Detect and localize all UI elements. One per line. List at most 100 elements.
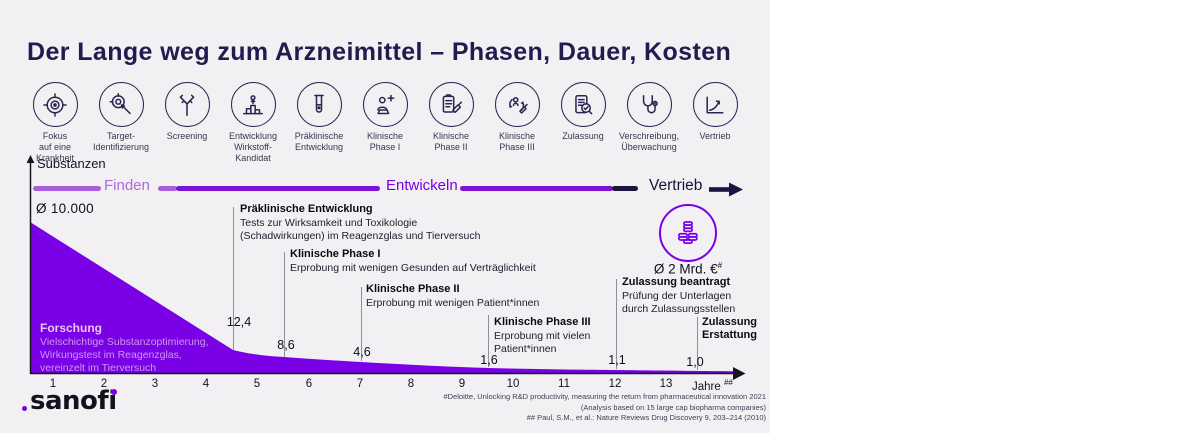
sanofi-logo: sanofi	[22, 386, 117, 416]
x-tick: 2	[100, 378, 108, 390]
annotation-praeklinische-entwicklung: Präklinische Entwicklung Tests zur Wirks…	[240, 203, 570, 243]
annotation-body: Erprobung mit wenigen Patient*innen	[366, 296, 540, 309]
x-axis-label-text: Jahre	[692, 380, 721, 393]
annotation-title: Präklinische Entwicklung	[240, 203, 373, 215]
podium-icon	[230, 82, 276, 127]
x-tick: 4	[202, 378, 210, 390]
step-label: Klinische Phase II	[432, 131, 470, 152]
annotation-title: Forschung	[40, 321, 102, 335]
logo-dot-start	[22, 406, 27, 411]
x-axis-label: Jahre ##	[692, 378, 733, 393]
value-label: 4,6	[353, 345, 371, 359]
cost-footnote-marker: #	[717, 261, 723, 270]
clipboard-syringe-icon	[428, 82, 474, 127]
annotation-body: Tests zur Wirksamkeit und Toxikologie (S…	[240, 216, 481, 242]
x-tick: 1	[49, 378, 57, 390]
funnel-chart-canvas	[26, 155, 746, 380]
annotation-title: Zulassung beantragt	[622, 276, 731, 288]
start-value-label: Ø 10.000	[36, 201, 94, 216]
step-label: Entwicklung Wirkstoff- Kandidat	[228, 131, 278, 163]
footnote-line: (Analysis based on 15 large cap biopharm…	[580, 402, 766, 412]
footnote-line: ## Paul, S.M., et al.: Nature Reviews Dr…	[526, 413, 766, 422]
x-tick: 6	[305, 378, 313, 390]
annotation-klinische-phase-1: Klinische Phase I Erprobung mit wenigen …	[290, 248, 590, 275]
coins-icon	[659, 204, 717, 262]
value-label: 1,1	[608, 353, 626, 367]
x-tick: 3	[151, 378, 159, 390]
step-label: Verschreibung, Überwachung	[618, 131, 680, 152]
step-label: Klinische Phase I	[366, 131, 404, 152]
value-label: 1,0	[686, 355, 704, 369]
step-label: Zulassung	[562, 131, 604, 141]
x-axis-arrow	[733, 367, 746, 380]
step-label: Fokus auf eine Krankheit	[35, 131, 75, 163]
step-verschreibung-ueberwachung: Verschreibung, Überwachung	[616, 82, 682, 164]
annotation-body: Erprobung mit vielen Patient*innen	[494, 329, 591, 355]
step-klinische-phase-1: Klinische Phase I	[352, 82, 418, 164]
phase-label-finden: Finden	[104, 177, 150, 194]
annotation-title: Zulassung Erstattung	[702, 316, 758, 341]
x-tick: 13	[659, 378, 673, 390]
test-tube-icon	[296, 82, 342, 127]
annotation-body: Vielschichtige Substanzoptimierung, Wirk…	[40, 336, 209, 374]
step-target-identifizierung: Target- Identifizierung	[88, 82, 154, 164]
target-icon	[32, 82, 78, 127]
antibody-icon	[164, 82, 210, 127]
step-praeklinische-entwicklung: Präklinische Entwicklung	[286, 82, 352, 164]
process-steps-row: Fokus auf eine Krankheit Target- Identif…	[22, 82, 748, 164]
annotation-forschung: Forschung Vielschichtige Substanzoptimie…	[40, 321, 230, 375]
value-label: 1,6	[480, 353, 498, 367]
vertrieb-arrow-shaft	[709, 187, 730, 192]
cost-value: Ø 2 Mrd. €	[653, 261, 718, 277]
annotation-klinische-phase-2: Klinische Phase II Erprobung mit wenigen…	[366, 283, 586, 310]
document-check-icon	[560, 82, 606, 127]
stethoscope-icon	[626, 82, 672, 127]
cost-label: Ø 2 Mrd. €#	[654, 261, 722, 277]
x-tick: 11	[558, 378, 570, 390]
x-tick: 9	[458, 378, 466, 390]
logo-dot-i	[110, 389, 117, 395]
annotation-klinische-phase-3: Klinische Phase III Erprobung mit vielen…	[494, 316, 624, 356]
step-label: Präklinische Entwicklung	[294, 131, 344, 152]
funnel-area	[30, 222, 734, 374]
annotation-zulassung-erstattung: Zulassung Erstattung	[702, 316, 770, 342]
patient-plus-icon	[362, 82, 408, 127]
annotation-title: Klinische Phase II	[366, 283, 460, 295]
infographic-panel: Der Lange weg zum Arzneimittel – Phasen,…	[0, 0, 770, 433]
step-zulassung: Zulassung	[550, 82, 616, 164]
x-tick: 7	[356, 378, 364, 390]
step-vertrieb: Vertrieb	[682, 82, 748, 164]
footnotes: #Deloitte, Unlocking R&D productivity, m…	[346, 392, 766, 424]
value-label: 8,6	[277, 338, 295, 352]
annotation-lines	[233, 207, 698, 370]
value-label: 12,4	[226, 315, 252, 329]
annotation-title: Klinische Phase I	[290, 248, 381, 260]
cycle-syringe-icon	[494, 82, 540, 127]
annotation-body: Erprobung mit wenigen Gesunden auf Vertr…	[290, 261, 536, 274]
annotation-zulassung-beantragt: Zulassung beantragt Prüfung der Unterlag…	[622, 276, 757, 316]
phase-label-vertrieb: Vertrieb	[649, 177, 703, 194]
logo-text: sanofi	[30, 386, 117, 416]
x-axis-footnote-marker: ##	[723, 378, 733, 387]
step-klinische-phase-3: Klinische Phase III	[484, 82, 550, 164]
x-tick: 12	[608, 378, 622, 390]
step-label: Vertrieb	[699, 131, 731, 141]
step-label: Target- Identifizierung	[92, 131, 150, 152]
annotation-title: Klinische Phase III	[494, 316, 591, 328]
step-wirkstoff-kandidat: Entwicklung Wirkstoff- Kandidat	[220, 82, 286, 164]
x-tick: 5	[253, 378, 261, 390]
y-axis-label: Substanzen	[37, 156, 106, 171]
target-select-icon	[98, 82, 144, 127]
step-label: Klinische Phase III	[498, 131, 536, 152]
y-axis-arrow	[26, 155, 35, 163]
footnote-line: #Deloitte, Unlocking R&D productivity, m…	[443, 392, 766, 401]
step-klinische-phase-2: Klinische Phase II	[418, 82, 484, 164]
step-label: Screening	[166, 131, 208, 141]
step-fokus: Fokus auf eine Krankheit	[22, 82, 88, 164]
vertrieb-arrow-head	[729, 182, 743, 197]
x-tick: 8	[407, 378, 415, 390]
annotation-body: Prüfung der Unterlagen durch Zulassungss…	[622, 289, 736, 315]
growth-chart-icon	[692, 82, 738, 127]
step-screening: Screening	[154, 82, 220, 164]
